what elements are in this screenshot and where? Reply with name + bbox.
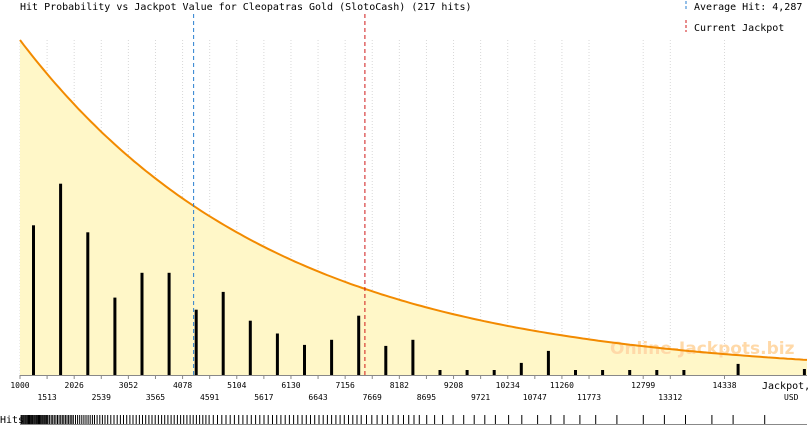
tick-label-7669: 7669 xyxy=(363,393,382,402)
tick-label-9208: 9208 xyxy=(444,381,463,390)
bar-10 xyxy=(303,344,306,375)
bars-layer xyxy=(32,183,806,375)
bar-25 xyxy=(736,363,740,375)
bar-9 xyxy=(275,333,279,375)
hits-rug xyxy=(20,415,807,425)
bar-2 xyxy=(86,232,90,375)
tick-label-4591: 4591 xyxy=(200,393,219,402)
tick-label-6130: 6130 xyxy=(281,381,300,390)
tick-label-10234: 10234 xyxy=(496,381,520,390)
watermark-text: Online-Jackpots.biz xyxy=(610,339,795,359)
bar-7 xyxy=(221,291,225,375)
legend-current-jackpot-label: Current Jackpot xyxy=(694,23,784,34)
bar-11 xyxy=(330,339,334,375)
x-axis-label: Jackpot, xyxy=(762,381,810,392)
bar-17 xyxy=(492,370,496,375)
bar-4 xyxy=(140,272,144,375)
bar-5 xyxy=(167,272,171,375)
bar-24 xyxy=(682,370,686,375)
bar-18 xyxy=(519,362,523,375)
x-axis-ticks: 1000 1513 2026 2539 3052 3565 4078 4591 5104 5617… xyxy=(10,375,737,402)
tick-label-2539: 2539 xyxy=(92,393,111,402)
tick-label-12799: 12799 xyxy=(631,381,655,390)
bar-12 xyxy=(357,315,361,375)
tick-label-14338: 14338 xyxy=(712,381,736,390)
tick-label-10747: 10747 xyxy=(523,393,547,402)
bar-0 xyxy=(32,225,35,375)
tick-label-4078: 4078 xyxy=(173,381,192,390)
bar-21 xyxy=(601,370,605,375)
probability-area-fill xyxy=(20,40,807,375)
bar-19 xyxy=(546,350,550,375)
tick-label-1513: 1513 xyxy=(37,393,56,402)
tick-label-11260: 11260 xyxy=(550,381,574,390)
tick-label-9721: 9721 xyxy=(471,393,490,402)
tick-label-8182: 8182 xyxy=(390,381,409,390)
bar-20 xyxy=(574,370,577,375)
bar-16 xyxy=(465,370,469,375)
tick-label-5104: 5104 xyxy=(227,381,246,390)
tick-label-3052: 3052 xyxy=(119,381,138,390)
tick-label-8695: 8695 xyxy=(417,393,436,402)
tick-label-1000: 1000 xyxy=(10,381,29,390)
chart-title: Hit Probability vs Jackpot Value for Cle… xyxy=(20,2,472,13)
bar-22 xyxy=(628,370,632,375)
bar-8 xyxy=(248,320,252,375)
tick-label-5617: 5617 xyxy=(254,393,273,402)
tick-label-13312: 13312 xyxy=(658,393,682,402)
bar-15 xyxy=(438,370,442,375)
bar-14 xyxy=(411,339,415,375)
tick-label-2026: 2026 xyxy=(65,381,84,390)
bar-13 xyxy=(384,345,388,375)
bar-23 xyxy=(655,370,659,375)
bar-6 xyxy=(194,309,198,375)
tick-label-3565: 3565 xyxy=(146,393,165,402)
tick-label-7156: 7156 xyxy=(336,381,355,390)
legend-average-hit-label: Average Hit: 4,287 xyxy=(694,2,802,13)
bar-26 xyxy=(802,369,806,375)
tick-label-11773: 11773 xyxy=(577,393,601,402)
x-axis-unit-label: USD xyxy=(784,393,799,402)
bar-1 xyxy=(59,183,63,375)
tick-label-6643: 6643 xyxy=(308,393,327,402)
bar-3 xyxy=(113,297,117,375)
hits-label: Hits xyxy=(0,415,24,425)
probability-curve-line xyxy=(19,39,808,361)
